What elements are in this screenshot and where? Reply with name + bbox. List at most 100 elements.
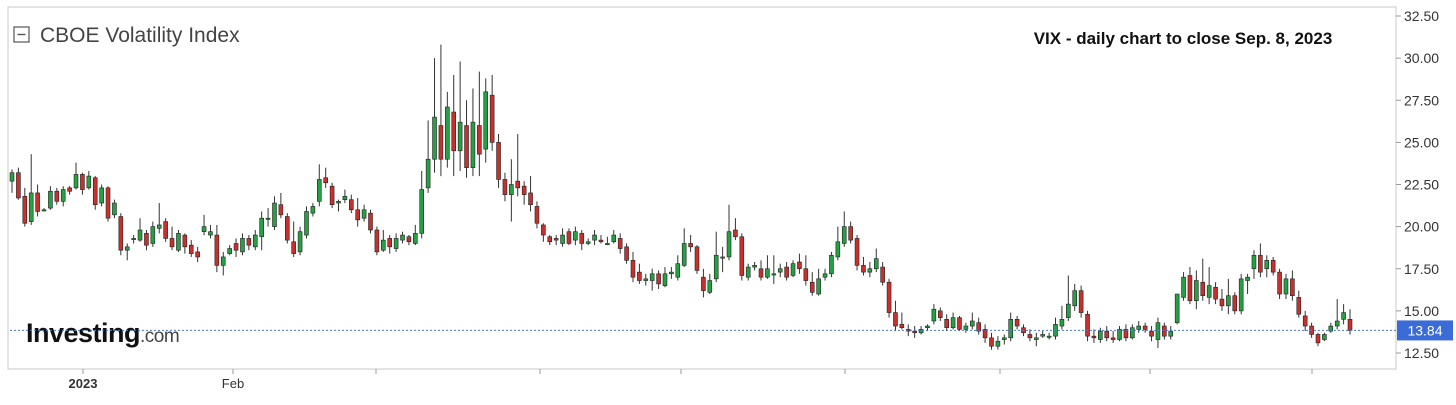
candle: [1277, 268, 1282, 300]
candle: [1206, 267, 1212, 305]
candle: [1040, 331, 1045, 338]
candle-body: [112, 202, 117, 216]
candle: [169, 226, 175, 251]
candle: [265, 208, 271, 227]
candle-body: [451, 111, 457, 152]
candle: [765, 255, 770, 279]
candle-body: [35, 192, 40, 212]
candle-body: [733, 229, 738, 238]
candle-body: [99, 187, 104, 204]
candle-body: [886, 281, 892, 313]
candle-body: [284, 216, 290, 241]
candle: [553, 235, 559, 246]
candle: [720, 246, 725, 273]
candle: [188, 240, 194, 257]
candle: [560, 228, 565, 247]
candle: [1066, 275, 1071, 321]
y-tick-label: 17.50: [1404, 261, 1439, 277]
candle-body: [547, 236, 553, 243]
candle: [278, 192, 284, 219]
candle: [259, 211, 264, 251]
candle-body: [387, 238, 392, 248]
candle-body: [342, 195, 348, 200]
candle-body: [784, 266, 789, 278]
candle-body: [1046, 335, 1052, 338]
candle: [393, 233, 399, 252]
candle-body: [765, 268, 770, 278]
candle-body: [361, 209, 367, 219]
candle-body: [163, 221, 168, 239]
collapse-icon[interactable]: [13, 26, 30, 43]
candle-body: [809, 281, 815, 293]
candle: [758, 260, 764, 281]
current-price: 13.84: [10, 320, 1453, 341]
x-tick-label: 2023: [69, 376, 98, 391]
candle: [1072, 283, 1078, 311]
candle-body: [1341, 312, 1346, 320]
candle-body: [1040, 334, 1045, 337]
candle-body: [944, 318, 949, 329]
candle-body: [489, 94, 495, 143]
candle-body: [1283, 278, 1289, 295]
candle-body: [80, 174, 85, 190]
candle-body: [918, 329, 924, 334]
candle-body: [848, 226, 853, 241]
candle-body: [1110, 337, 1116, 340]
candle-body: [1238, 278, 1244, 312]
candle-body: [688, 243, 693, 248]
candle-body: [1123, 329, 1129, 339]
candle-body: [989, 337, 994, 347]
candle-body: [1245, 276, 1250, 281]
candle-body: [1142, 325, 1148, 330]
candle-body: [758, 268, 764, 278]
candle: [1238, 273, 1244, 315]
candle-body: [291, 241, 296, 254]
candle-body: [1002, 337, 1007, 340]
candle-body: [419, 189, 425, 234]
candle-body: [829, 254, 834, 275]
candle-body: [579, 233, 585, 244]
candle-body: [1098, 330, 1103, 340]
candle: [521, 181, 527, 205]
candle: [41, 208, 47, 212]
candle-body: [374, 229, 380, 253]
candle: [1315, 332, 1321, 347]
candle: [976, 317, 981, 335]
candle: [1334, 299, 1340, 330]
candle: [630, 251, 636, 283]
candle: [118, 213, 124, 256]
candle-body: [912, 330, 917, 334]
candle-body: [368, 212, 373, 231]
candle-body: [60, 189, 66, 202]
candle: [701, 268, 706, 298]
candle: [233, 238, 239, 257]
candle-body: [931, 308, 937, 322]
candle-body: [790, 263, 796, 276]
candle: [771, 255, 777, 284]
candle: [1149, 326, 1154, 342]
candle: [1213, 282, 1218, 305]
candle-body: [304, 211, 309, 236]
candle: [1027, 329, 1033, 342]
candle: [643, 273, 649, 286]
candle-body: [1334, 320, 1340, 327]
candle-body: [105, 187, 111, 219]
candle: [547, 235, 553, 246]
candle-body: [1200, 281, 1206, 297]
candle-body: [1014, 318, 1020, 327]
candle-body: [252, 234, 258, 248]
candle-body: [899, 324, 905, 329]
candles-layer: [9, 44, 1353, 350]
candle-body: [707, 280, 713, 293]
candle-body: [957, 317, 962, 330]
candle: [355, 197, 360, 227]
candle: [803, 255, 809, 286]
candle-body: [1277, 271, 1282, 295]
candle-body: [1296, 297, 1302, 315]
candle: [822, 268, 828, 281]
candle-body: [585, 241, 591, 244]
candle: [1181, 272, 1186, 301]
candle: [573, 226, 578, 246]
candle: [16, 167, 21, 200]
